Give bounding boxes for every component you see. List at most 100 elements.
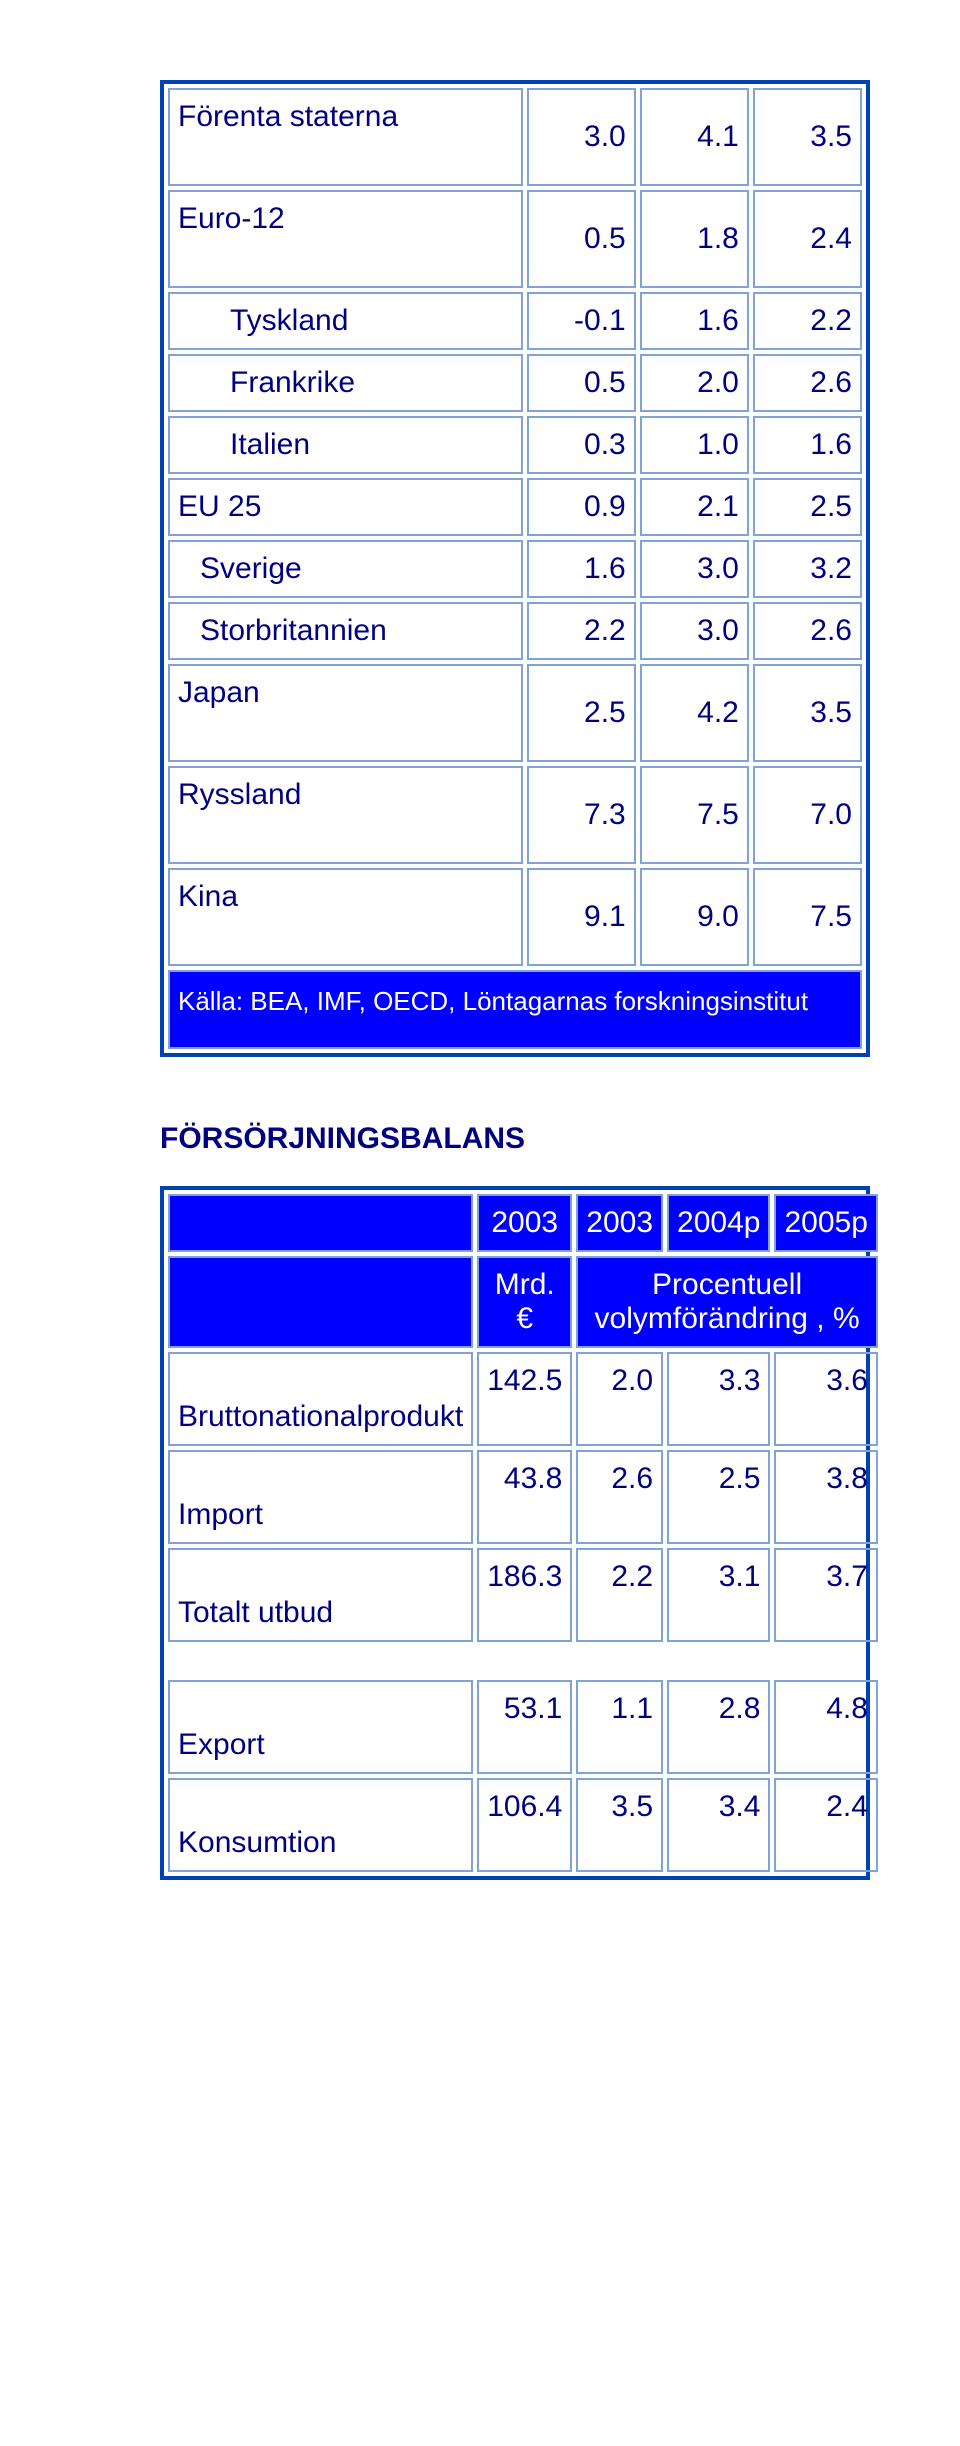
row-label: Kina [168,868,523,966]
gdp-table-wrap: Förenta staterna3.04.13.5Euro-120.51.82.… [160,80,870,1057]
header-corner [168,1194,473,1252]
source-row: Källa: BEA, IMF, OECD, Löntagarnas forsk… [168,970,862,1049]
cell: 2.6 [576,1450,663,1544]
cell: 3.4 [667,1778,770,1872]
source-text: Källa: BEA, IMF, OECD, Löntagarnas forsk… [168,970,862,1049]
cell: 3.2 [753,540,862,598]
row-label: Förenta staterna [168,88,523,186]
table-row: Frankrike0.52.02.6 [168,354,862,412]
cell: 9.1 [527,868,636,966]
table-row: Totalt utbud186.32.23.13.7 [168,1548,878,1642]
cell: 3.0 [640,540,749,598]
cell: 7.3 [527,766,636,864]
cell: 3.0 [527,88,636,186]
row-label: Frankrike [168,354,523,412]
row-label: Japan [168,664,523,762]
row-label: Italien [168,416,523,474]
cell: 3.6 [774,1352,877,1446]
table-row: Förenta staterna3.04.13.5 [168,88,862,186]
row-label: Import [168,1450,473,1544]
row-label: Totalt utbud [168,1548,473,1642]
cell: 2.2 [527,602,636,660]
cell: 3.5 [753,664,862,762]
cell: 1.6 [753,416,862,474]
section-heading: FÖRSÖRJNINGSBALANS [160,1122,870,1156]
cell: 4.2 [640,664,749,762]
cell: 3.5 [753,88,862,186]
gdp-table: Förenta staterna3.04.13.5Euro-120.51.82.… [164,84,866,1053]
table-row: Italien0.31.01.6 [168,416,862,474]
cell: 3.1 [667,1548,770,1642]
cell: 2.6 [753,602,862,660]
row-label: Sverige [168,540,523,598]
balance-table-wrap: 2003 2003 2004p 2005p Mrd. € Procentuell… [160,1186,870,1880]
table-row: Euro-120.51.82.4 [168,190,862,288]
cell: 53.1 [477,1680,572,1774]
row-label: Bruttonationalprodukt [168,1352,473,1446]
row-label: Export [168,1680,473,1774]
table-row: Tyskland-0.11.62.2 [168,292,862,350]
table-row: EU 250.92.12.5 [168,478,862,536]
cell: 2.0 [576,1352,663,1446]
cell: 0.3 [527,416,636,474]
row-label: Euro-12 [168,190,523,288]
cell: 3.5 [576,1778,663,1872]
table-row: Konsumtion106.43.53.42.4 [168,1778,878,1872]
cell: 2.2 [576,1548,663,1642]
cell: 1.0 [640,416,749,474]
table-row: Bruttonationalprodukt142.52.03.33.6 [168,1352,878,1446]
cell: 2.4 [753,190,862,288]
cell: 1.8 [640,190,749,288]
cell: 106.4 [477,1778,572,1872]
table-row: Kina9.19.07.5 [168,868,862,966]
row-label: Storbritannien [168,602,523,660]
table-row: Export53.11.12.84.8 [168,1680,878,1774]
cell: 186.3 [477,1548,572,1642]
cell: 7.5 [640,766,749,864]
year-header-row: 2003 2003 2004p 2005p [168,1194,878,1252]
cell: 2.4 [774,1778,877,1872]
year-col-0: 2003 [477,1194,572,1252]
cell: 4.8 [774,1680,877,1774]
row-label: Konsumtion [168,1778,473,1872]
cell: 3.8 [774,1450,877,1544]
cell: 2.5 [753,478,862,536]
cell: 2.6 [753,354,862,412]
table-row: Ryssland7.37.57.0 [168,766,862,864]
table-row: Storbritannien2.23.02.6 [168,602,862,660]
cell: 1.6 [527,540,636,598]
header-corner-2 [168,1256,473,1348]
cell: 9.0 [640,868,749,966]
cell: 4.1 [640,88,749,186]
cell: 1.1 [576,1680,663,1774]
cell: 43.8 [477,1450,572,1544]
cell: 0.9 [527,478,636,536]
cell: -0.1 [527,292,636,350]
cell: 3.3 [667,1352,770,1446]
cell: 2.5 [527,664,636,762]
year-col-2: 2004p [667,1194,770,1252]
unit-header-row: Mrd. € Procentuell volymförändring , % [168,1256,878,1348]
table-row: Japan2.54.23.5 [168,664,862,762]
cell: 7.0 [753,766,862,864]
row-label: Tyskland [168,292,523,350]
cell: 142.5 [477,1352,572,1446]
cell: 2.1 [640,478,749,536]
row-label: EU 25 [168,478,523,536]
spacer-row [168,1646,878,1676]
cell: 7.5 [753,868,862,966]
cell: 2.2 [753,292,862,350]
unit-span: Procentuell volymförändring , % [576,1256,878,1348]
cell: 1.6 [640,292,749,350]
cell: 3.0 [640,602,749,660]
row-label: Ryssland [168,766,523,864]
cell: 2.0 [640,354,749,412]
unit-col: Mrd. € [477,1256,572,1348]
table-row: Sverige1.63.03.2 [168,540,862,598]
table-row: Import43.82.62.53.8 [168,1450,878,1544]
cell: 2.8 [667,1680,770,1774]
cell: 3.7 [774,1548,877,1642]
cell: 0.5 [527,190,636,288]
year-col-1: 2003 [576,1194,663,1252]
year-col-3: 2005p [774,1194,877,1252]
